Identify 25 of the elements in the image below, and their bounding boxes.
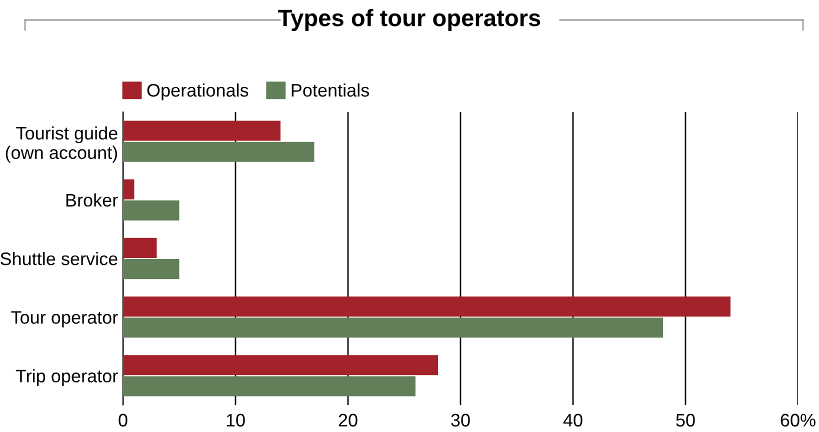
bar <box>123 376 416 396</box>
chart-title: Types of tour operators <box>278 8 540 32</box>
y-tick-label: Broker <box>66 193 118 207</box>
x-tick-label: 40 <box>563 414 582 427</box>
bar <box>123 142 314 162</box>
bar <box>123 355 438 376</box>
y-tick-label: Shuttle service <box>0 252 118 266</box>
bar <box>123 200 180 220</box>
x-tick-label: 0 <box>118 414 128 427</box>
x-tick-label: 20 <box>338 414 358 427</box>
x-tick-label: 50 <box>676 414 695 427</box>
legend-label: Operationals <box>147 83 248 100</box>
bar <box>123 238 157 258</box>
y-tick-label: Trip operator <box>16 369 118 386</box>
bar <box>123 296 730 317</box>
x-tick-label: 30 <box>451 414 470 427</box>
legend-label: Potentials <box>292 83 370 97</box>
bar <box>123 259 180 280</box>
bar <box>123 318 663 338</box>
x-tick-label: 60% <box>780 414 816 427</box>
y-tick-label: Tour operator <box>11 311 118 328</box>
x-tick-label: 10 <box>226 414 245 427</box>
y-tick-label: Tourist guide (own account) <box>6 126 118 163</box>
bar <box>123 179 134 200</box>
bar <box>123 120 280 141</box>
